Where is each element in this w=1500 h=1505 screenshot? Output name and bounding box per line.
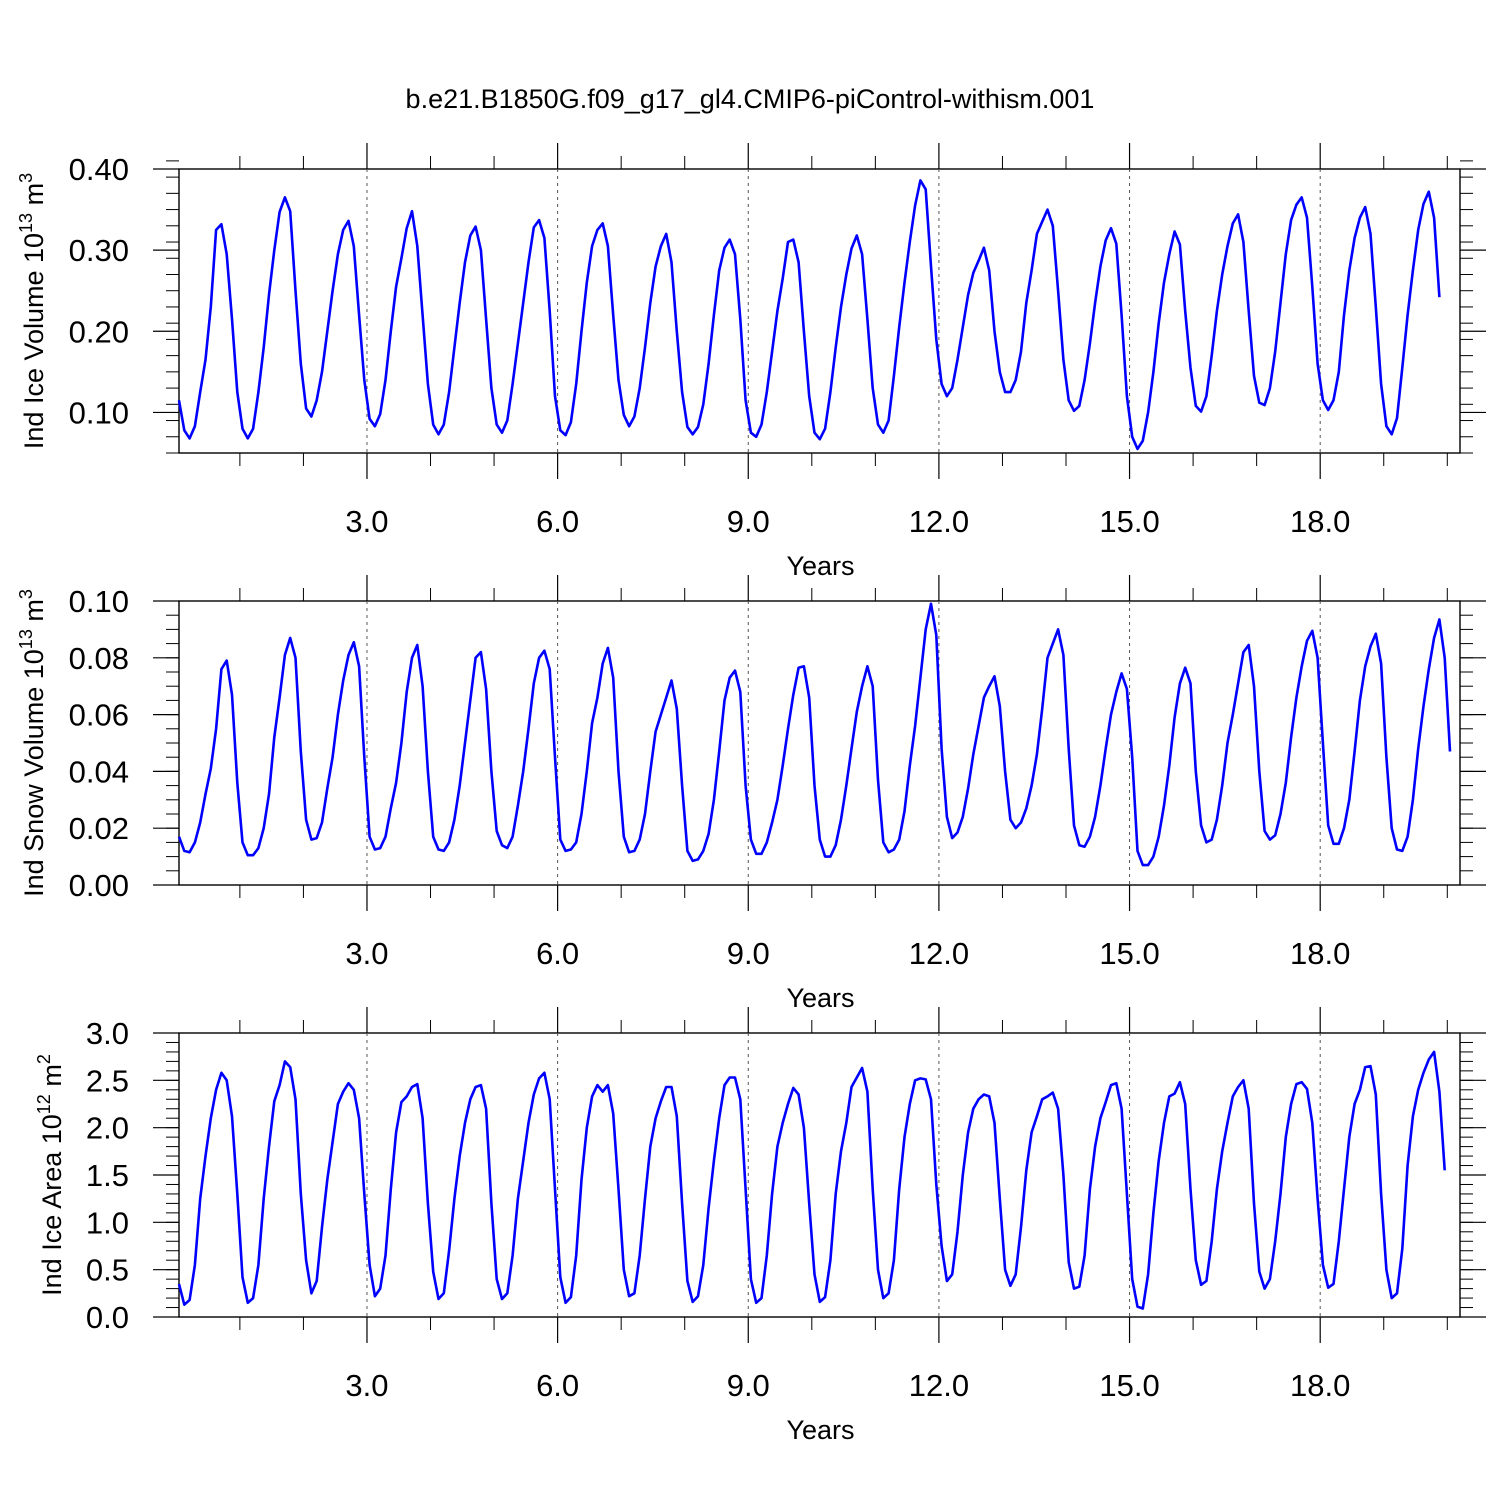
chart-panel-1: 3.0 6.0 9.0 12.0 15.0 18.0 0.10 0.20 0.30 0.40 Yea… [16, 143, 1486, 581]
y-tick-label: 1.5 [86, 1158, 129, 1193]
x-tick-label: 15.0 [1099, 936, 1159, 971]
plot-frame [178, 168, 1461, 454]
chart-panel-3: 3.0 6.0 9.0 12.0 15.0 18.0 0.0 0.5 1.0 1.5 2.0 2.5 3… [34, 1007, 1486, 1445]
y-tick-label: 0.08 [69, 641, 129, 676]
y-tick-label: 0.06 [69, 698, 129, 733]
y-axis-label-part: Ind Ice Volume 10 [19, 233, 49, 449]
y-tick-label: 0.04 [69, 754, 129, 789]
y-tick-label: 0.10 [69, 395, 129, 430]
y-tick-label: 0.0 [86, 1300, 129, 1335]
y-tick-label: 0.40 [69, 152, 129, 187]
x-tick-label: 9.0 [727, 936, 770, 971]
x-tick-label: 9.0 [727, 504, 770, 539]
x-axis-label: Years [786, 551, 854, 581]
x-axis-label: Years [786, 983, 854, 1013]
x-tick-label: 3.0 [345, 936, 388, 971]
figure-title: b.e21.B1850G.f09_g17_gl4.CMIP6-piControl… [406, 84, 1095, 114]
y-axis-label: Ind Ice Volume 1013 m3 [16, 173, 49, 449]
x-tick-label: 12.0 [909, 936, 969, 971]
y-tick-label: 0.20 [69, 314, 129, 349]
y-tick-label: 0.10 [69, 584, 129, 619]
x-tick-label: 15.0 [1099, 1368, 1159, 1403]
x-tick-label: 6.0 [536, 1368, 579, 1403]
y-axis-label-part: m [37, 1064, 67, 1094]
x-tick-label: 12.0 [909, 504, 969, 539]
y-tick-label: 0.5 [86, 1253, 129, 1288]
y-tick-label: 0.02 [69, 811, 129, 846]
y-axis-label-superscript: 13 [16, 213, 36, 233]
data-series-line [177, 1050, 1446, 1310]
x-axis-label: Years [786, 1415, 854, 1445]
y-axis-label-superscript: 12 [34, 1094, 54, 1114]
y-axis-label: Ind Snow Volume 1013 m3 [16, 589, 49, 897]
x-tick-label: 3.0 [345, 1368, 388, 1403]
x-tick-label: 12.0 [909, 1368, 969, 1403]
x-tick-label: 3.0 [345, 504, 388, 539]
y-axis-label-part: Ind Snow Volume 10 [19, 649, 49, 897]
data-series-line [177, 602, 1452, 867]
y-axis-label-superscript: 3 [16, 173, 36, 183]
y-tick-label: 3.0 [86, 1016, 129, 1051]
y-axis-label-superscript: 13 [16, 629, 36, 649]
chart-panel-2: 3.0 6.0 9.0 12.0 15.0 18.0 0.00 0.02 0.04 0.06 0.0… [16, 575, 1486, 1013]
data-series-line [177, 179, 1441, 451]
y-tick-label: 2.5 [86, 1063, 129, 1098]
x-tick-label: 18.0 [1290, 504, 1350, 539]
y-axis-label: Ind Ice Area 1012 m2 [34, 1054, 67, 1296]
y-tick-label: 0.30 [69, 233, 129, 268]
x-tick-label: 18.0 [1290, 1368, 1350, 1403]
y-axis-label-part: Ind Ice Area 10 [37, 1114, 67, 1296]
x-tick-label: 6.0 [536, 504, 579, 539]
x-tick-label: 9.0 [727, 1368, 770, 1403]
y-axis-label-part: m [19, 599, 49, 629]
y-tick-label: 1.0 [86, 1205, 129, 1240]
y-axis-label-superscript: 3 [16, 589, 36, 599]
y-tick-label: 0.00 [69, 868, 129, 903]
x-tick-label: 6.0 [536, 936, 579, 971]
y-tick-label: 2.0 [86, 1111, 129, 1146]
y-axis-label-part: m [19, 183, 49, 213]
x-tick-label: 18.0 [1290, 936, 1350, 971]
y-axis-label-superscript: 2 [34, 1054, 54, 1064]
x-tick-label: 15.0 [1099, 504, 1159, 539]
